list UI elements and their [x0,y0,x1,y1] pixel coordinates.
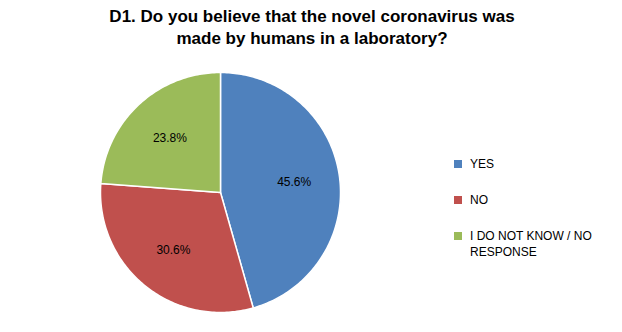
html-text:I DO NOT KNOW / NO RESPONSE: I DO NOT KNOW / NO RESPONSE [470,229,592,259]
svg-text:45.6%: 45.6% [277,175,311,189]
html-text:NO: NO [470,193,488,207]
html-text:YES: YES [470,157,494,171]
svg-text:30.6%: 30.6% [156,243,190,257]
svg-text:23.8%: 23.8% [153,131,187,145]
html-text:D1. Do you believe that the no: D1. Do you believe that the novel corona… [109,7,515,48]
